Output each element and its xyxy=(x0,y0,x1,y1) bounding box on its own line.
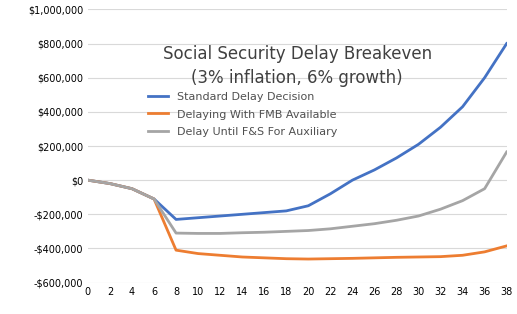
Delay Until F&S For Auxiliary xyxy=(195,231,201,235)
Standard Delay Decision xyxy=(305,204,311,208)
Delay Until F&S For Auxiliary xyxy=(151,197,157,201)
Standard Delay Decision xyxy=(327,192,333,196)
Delaying With FMB Available xyxy=(107,182,113,186)
Delaying With FMB Available xyxy=(129,187,135,191)
Delaying With FMB Available xyxy=(151,197,157,201)
Delaying With FMB Available xyxy=(217,253,223,257)
Standard Delay Decision xyxy=(129,187,135,191)
Delaying With FMB Available xyxy=(327,257,333,261)
Delaying With FMB Available xyxy=(393,256,400,259)
Standard Delay Decision xyxy=(107,182,113,186)
Delaying With FMB Available xyxy=(261,256,267,260)
Line: Standard Delay Decision: Standard Delay Decision xyxy=(88,44,507,219)
Standard Delay Decision xyxy=(217,214,223,218)
Delaying With FMB Available xyxy=(195,252,201,256)
Standard Delay Decision xyxy=(173,218,179,221)
Standard Delay Decision xyxy=(393,156,400,160)
Delay Until F&S For Auxiliary xyxy=(129,187,135,191)
Standard Delay Decision xyxy=(85,178,91,182)
Line: Delay Until F&S For Auxiliary: Delay Until F&S For Auxiliary xyxy=(88,152,507,233)
Text: Social Security Delay Breakeven
(3% inflation, 6% growth): Social Security Delay Breakeven (3% infl… xyxy=(163,45,432,87)
Delaying With FMB Available xyxy=(415,255,421,259)
Delaying With FMB Available xyxy=(371,256,377,260)
Delaying With FMB Available xyxy=(460,253,466,257)
Delay Until F&S For Auxiliary xyxy=(349,225,356,228)
Standard Delay Decision xyxy=(195,216,201,219)
Standard Delay Decision xyxy=(371,168,377,172)
Delay Until F&S For Auxiliary xyxy=(85,178,91,182)
Line: Delaying With FMB Available: Delaying With FMB Available xyxy=(88,180,507,259)
Delay Until F&S For Auxiliary xyxy=(239,231,245,235)
Delaying With FMB Available xyxy=(504,244,510,248)
Delay Until F&S For Auxiliary xyxy=(393,219,400,222)
Delay Until F&S For Auxiliary xyxy=(327,227,333,231)
Delaying With FMB Available xyxy=(481,250,488,254)
Standard Delay Decision xyxy=(504,42,510,46)
Delay Until F&S For Auxiliary xyxy=(305,229,311,232)
Legend: Standard Delay Decision, Delaying With FMB Available, Delay Until F&S For Auxili: Standard Delay Decision, Delaying With F… xyxy=(148,91,337,137)
Standard Delay Decision xyxy=(415,143,421,146)
Delay Until F&S For Auxiliary xyxy=(415,214,421,218)
Delay Until F&S For Auxiliary xyxy=(437,207,444,211)
Standard Delay Decision xyxy=(349,178,356,182)
Standard Delay Decision xyxy=(460,105,466,109)
Delay Until F&S For Auxiliary xyxy=(460,199,466,203)
Standard Delay Decision xyxy=(151,197,157,201)
Delay Until F&S For Auxiliary xyxy=(371,222,377,225)
Delay Until F&S For Auxiliary xyxy=(481,187,488,191)
Standard Delay Decision xyxy=(261,211,267,214)
Delaying With FMB Available xyxy=(283,257,290,261)
Delay Until F&S For Auxiliary xyxy=(261,230,267,234)
Delay Until F&S For Auxiliary xyxy=(107,182,113,186)
Standard Delay Decision xyxy=(481,76,488,79)
Delay Until F&S For Auxiliary xyxy=(504,150,510,154)
Delaying With FMB Available xyxy=(173,248,179,252)
Standard Delay Decision xyxy=(283,209,290,213)
Delay Until F&S For Auxiliary xyxy=(173,231,179,235)
Standard Delay Decision xyxy=(239,212,245,216)
Delaying With FMB Available xyxy=(437,255,444,258)
Delay Until F&S For Auxiliary xyxy=(283,230,290,233)
Delaying With FMB Available xyxy=(349,257,356,260)
Delaying With FMB Available xyxy=(85,178,91,182)
Delaying With FMB Available xyxy=(305,257,311,261)
Standard Delay Decision xyxy=(437,125,444,129)
Delay Until F&S For Auxiliary xyxy=(217,231,223,235)
Delaying With FMB Available xyxy=(239,255,245,259)
